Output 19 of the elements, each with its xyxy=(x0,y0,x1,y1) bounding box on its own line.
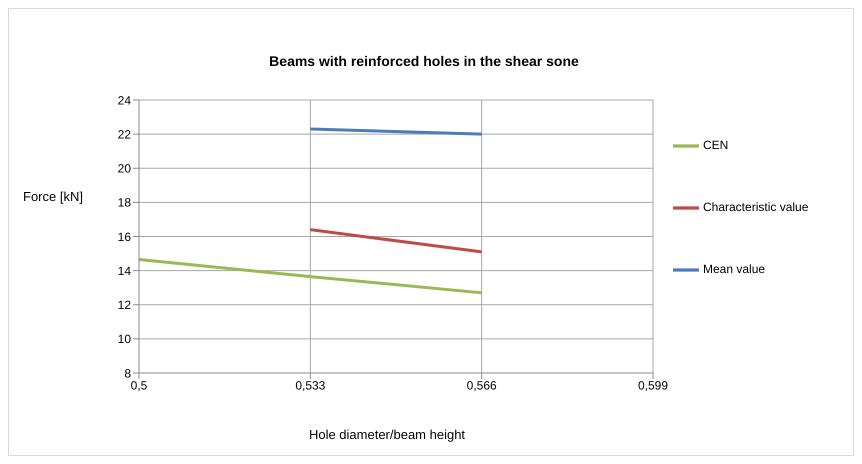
y-tick-label: 8 xyxy=(124,366,132,380)
x-tick-label: 0,5 xyxy=(130,378,148,393)
y-tick-label: 22 xyxy=(118,127,132,142)
legend-label: CEN xyxy=(703,138,728,152)
x-tick-label: 0,566 xyxy=(466,378,498,393)
y-tick-label: 24 xyxy=(118,93,132,108)
y-tick-label: 16 xyxy=(118,230,132,244)
y-tick-label: 12 xyxy=(118,298,132,312)
y-axis-title: Force [kN] xyxy=(23,189,83,204)
y-tick-label: 18 xyxy=(118,196,132,210)
legend-label: Mean value xyxy=(703,262,766,276)
legend-label: Characteristic value xyxy=(703,200,808,214)
x-tick-label: 0,599 xyxy=(638,378,668,393)
y-tick-label: 10 xyxy=(118,332,132,346)
y-tick-label: 14 xyxy=(118,264,132,278)
x-axis-title: Hole diameter/beam height xyxy=(308,427,466,442)
chart-title: Beams with reinforced holes in the shear sone xyxy=(268,53,580,69)
x-tick-label: 0,533 xyxy=(295,378,326,393)
y-tick-label: 20 xyxy=(118,162,132,176)
